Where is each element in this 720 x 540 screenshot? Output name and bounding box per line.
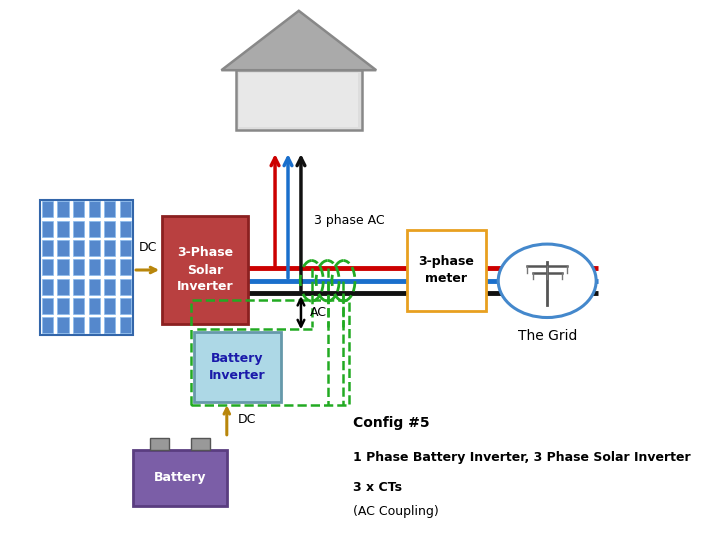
FancyBboxPatch shape (133, 449, 227, 507)
Bar (89, 298, 100, 314)
Bar (104, 240, 115, 256)
Bar (42, 201, 53, 218)
Bar (73, 259, 84, 275)
Circle shape (498, 244, 596, 318)
Bar (73, 298, 84, 314)
Bar (42, 298, 53, 314)
Bar (120, 298, 131, 314)
Bar (42, 279, 53, 295)
Bar (120, 221, 131, 237)
Bar (120, 201, 131, 218)
Bar (73, 317, 84, 333)
Bar (42, 221, 53, 237)
Bar (58, 279, 68, 295)
Text: 3 phase AC: 3 phase AC (314, 214, 384, 227)
Bar (42, 259, 53, 275)
Bar (42, 317, 53, 333)
Text: 3-phase
meter: 3-phase meter (418, 255, 474, 285)
FancyBboxPatch shape (162, 216, 248, 324)
Bar (89, 317, 100, 333)
Bar (58, 221, 68, 237)
Bar (104, 221, 115, 237)
Bar (58, 201, 68, 218)
Bar (58, 259, 68, 275)
Bar (89, 221, 100, 237)
Bar (239, 73, 359, 127)
Text: The Grid: The Grid (518, 329, 577, 343)
Bar (236, 70, 361, 130)
Bar (58, 240, 68, 256)
Text: Config #5: Config #5 (353, 416, 429, 430)
Bar (191, 300, 349, 405)
Bar (89, 279, 100, 295)
Text: Battery
Inverter: Battery Inverter (210, 352, 266, 382)
Bar (120, 279, 131, 295)
Bar (120, 317, 131, 333)
Bar (150, 437, 169, 449)
FancyBboxPatch shape (407, 230, 486, 310)
Bar (73, 201, 84, 218)
Text: DC: DC (138, 241, 157, 254)
Bar (89, 201, 100, 218)
Text: DC: DC (238, 414, 256, 427)
Bar (191, 437, 210, 449)
Text: AC: AC (310, 306, 327, 319)
Bar (104, 259, 115, 275)
Bar (73, 221, 84, 237)
Text: (AC Coupling): (AC Coupling) (353, 505, 438, 518)
Bar (104, 201, 115, 218)
Bar (58, 317, 68, 333)
Bar (89, 259, 100, 275)
Bar (42, 240, 53, 256)
Bar (104, 298, 115, 314)
Text: Battery: Battery (154, 471, 206, 484)
Text: 1 Phase Battery Inverter, 3 Phase Solar Inverter: 1 Phase Battery Inverter, 3 Phase Solar … (353, 451, 690, 464)
Polygon shape (222, 11, 376, 70)
Bar (120, 259, 131, 275)
Bar (40, 200, 133, 335)
Bar (120, 240, 131, 256)
Bar (58, 298, 68, 314)
Bar (89, 240, 100, 256)
Bar (104, 317, 115, 333)
Bar (104, 279, 115, 295)
Bar (73, 240, 84, 256)
Text: 3-Phase
Solar
Inverter: 3-Phase Solar Inverter (177, 246, 233, 294)
Text: 3 x CTs: 3 x CTs (353, 481, 402, 494)
FancyBboxPatch shape (194, 332, 281, 402)
Bar (73, 279, 84, 295)
